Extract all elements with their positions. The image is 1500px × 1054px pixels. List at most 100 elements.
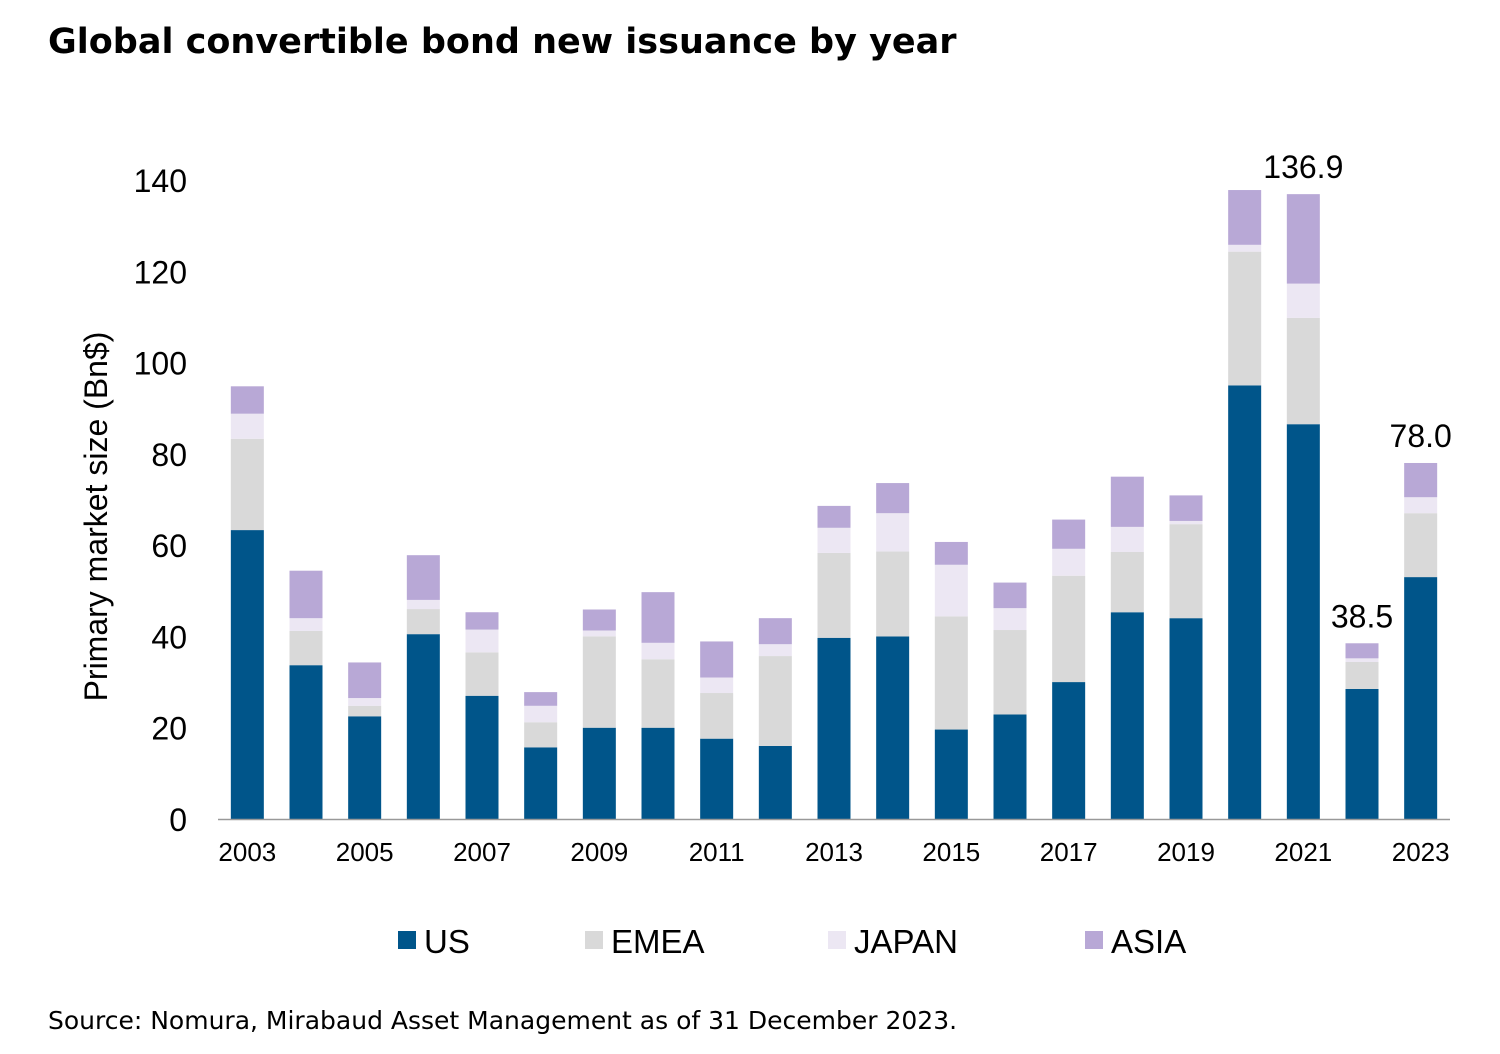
bar-japan-2013: [817, 527, 851, 553]
bar-emea-2017: [1052, 575, 1086, 683]
bar-japan-2010: [641, 642, 675, 660]
bar-us-2006: [406, 634, 440, 819]
bar-asia-2004: [289, 570, 323, 619]
bar-emea-2023: [1404, 513, 1438, 578]
bar-asia-2011: [700, 641, 734, 678]
bar-asia-2021: [1286, 194, 1320, 284]
bar-asia-2015: [934, 541, 968, 565]
x-tick-label: 2015: [922, 837, 980, 867]
legend-label-asia: ASIA: [1111, 923, 1186, 960]
bar-emea-2011: [700, 693, 734, 739]
x-tick-label: 2013: [805, 837, 863, 867]
x-axis: 2003 2005 2007 2009 2011 2013 2015 2017 2019 2021…: [218, 818, 1450, 867]
bar-us-2011: [700, 738, 734, 819]
bar-us-2007: [465, 695, 499, 819]
bar-asia-2014: [876, 483, 910, 514]
bar-us-2008: [524, 747, 558, 819]
bar-emea-2016: [993, 630, 1027, 715]
bar-asia-2019: [1169, 495, 1203, 521]
y-tick-label: 140: [134, 163, 187, 199]
bar-us-2014: [876, 636, 910, 819]
bar-us-2015: [934, 729, 968, 819]
bar-us-2013: [817, 637, 851, 819]
bar-asia-2022: [1345, 643, 1379, 659]
bar-emea-2005: [348, 705, 382, 717]
chart-title: Global convertible bond new issuance by …: [48, 22, 957, 62]
legend: US EMEA JAPAN ASIA: [398, 923, 1186, 960]
bar-emea-2008: [524, 722, 558, 748]
bar-emea-2019: [1169, 524, 1203, 619]
bar-asia-2010: [641, 592, 675, 643]
bar-emea-2009: [582, 636, 616, 728]
bar-japan-2017: [1052, 548, 1086, 576]
y-tick-label: 20: [151, 711, 187, 747]
data-label: 38.5: [1331, 598, 1393, 634]
y-axis-label: Primary market size (Bn$): [78, 332, 114, 702]
bar-asia-2018: [1110, 476, 1144, 527]
bar-us-2003: [230, 530, 264, 819]
bar-asia-2020: [1228, 190, 1262, 245]
bar-japan-2019: [1169, 520, 1203, 525]
bar-asia-2007: [465, 612, 499, 630]
y-tick-label: 80: [151, 437, 187, 473]
bar-us-2010: [641, 727, 675, 819]
bar-japan-2020: [1228, 244, 1262, 252]
bar-asia-2023: [1404, 462, 1438, 498]
y-tick-label: 60: [151, 528, 187, 564]
x-tick-label: 2005: [336, 837, 394, 867]
bar-asia-2016: [993, 582, 1027, 609]
bar-japan-2022: [1345, 658, 1379, 662]
bar-us-2012: [758, 745, 792, 819]
bar-emea-2013: [817, 552, 851, 638]
bar-emea-2006: [406, 609, 440, 635]
bar-asia-2012: [758, 618, 792, 645]
y-tick-label: 120: [134, 254, 187, 290]
bar-emea-2022: [1345, 661, 1379, 689]
legend-label-japan: JAPAN: [854, 923, 958, 960]
x-tick-label: 2017: [1040, 837, 1098, 867]
bar-us-2022: [1345, 688, 1379, 819]
bar-asia-2017: [1052, 519, 1086, 549]
legend-label-us: US: [424, 923, 470, 960]
bar-asia-2008: [524, 692, 558, 706]
bar-emea-2014: [876, 551, 910, 637]
y-tick-label: 100: [134, 346, 187, 382]
x-tick-label: 2023: [1392, 837, 1450, 867]
bar-japan-2003: [230, 413, 264, 439]
bar-japan-2006: [406, 599, 440, 610]
bar-emea-2018: [1110, 551, 1144, 613]
bar-us-2019: [1169, 618, 1203, 819]
x-tick-label: 2019: [1157, 837, 1215, 867]
x-tick-label: 2009: [570, 837, 628, 867]
legend-swatch-us: [398, 931, 416, 949]
bar-us-2021: [1286, 424, 1320, 819]
x-tick-label: 2003: [218, 837, 276, 867]
chart: 0 20 40 60 80 100 120 140 Primary market size (B…: [78, 149, 1452, 960]
bar-japan-2015: [934, 564, 968, 617]
bar-us-2023: [1404, 577, 1438, 819]
bar-japan-2007: [465, 629, 499, 653]
bar-emea-2020: [1228, 251, 1262, 386]
bar-japan-2021: [1286, 283, 1320, 318]
y-axis: 0 20 40 60 80 100 120 140 Primary market size (B…: [78, 163, 187, 838]
data-labels: 136.9 38.5 78.0: [1263, 149, 1452, 634]
bar-us-2005: [348, 716, 382, 819]
bar-japan-2014: [876, 513, 910, 552]
bar-japan-2011: [700, 677, 734, 694]
bar-emea-2010: [641, 659, 675, 728]
y-tick-label: 40: [151, 619, 187, 655]
data-label: 136.9: [1263, 149, 1343, 185]
bar-emea-2004: [289, 630, 323, 666]
bar-us-2020: [1228, 385, 1262, 819]
bar-emea-2021: [1286, 317, 1320, 425]
x-tick-label: 2007: [453, 837, 511, 867]
x-tick-label: 2021: [1274, 837, 1332, 867]
legend-label-emea: EMEA: [611, 923, 705, 960]
source-note: Source: Nomura, Mirabaud Asset Managemen…: [48, 1006, 958, 1035]
bar-asia-2009: [582, 609, 616, 631]
data-label: 78.0: [1390, 418, 1452, 454]
bar-us-2004: [289, 665, 323, 819]
legend-swatch-emea: [585, 931, 603, 949]
bar-emea-2007: [465, 652, 499, 696]
bar-emea-2015: [934, 616, 968, 730]
